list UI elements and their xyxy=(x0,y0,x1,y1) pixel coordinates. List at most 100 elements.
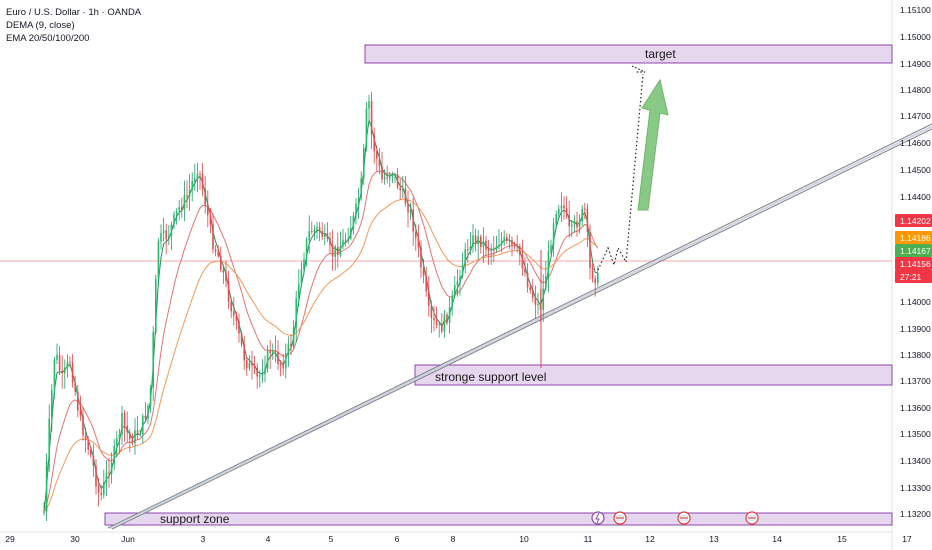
candle[interactable] xyxy=(529,284,531,294)
candle[interactable] xyxy=(217,245,219,259)
candle[interactable] xyxy=(503,230,505,246)
candle[interactable] xyxy=(558,204,560,218)
candle[interactable] xyxy=(43,502,45,516)
candle[interactable] xyxy=(308,215,310,254)
candle[interactable] xyxy=(456,269,459,297)
candle[interactable] xyxy=(259,370,261,388)
candle[interactable] xyxy=(186,180,188,208)
candle[interactable] xyxy=(287,336,290,367)
candle[interactable] xyxy=(326,222,329,242)
us-flag-event-icon[interactable] xyxy=(745,511,759,525)
candle[interactable] xyxy=(524,257,526,277)
candle[interactable] xyxy=(454,276,456,299)
candle[interactable] xyxy=(136,415,139,440)
candle[interactable] xyxy=(415,224,417,251)
candle[interactable] xyxy=(383,169,386,185)
candle[interactable] xyxy=(264,355,266,383)
candle[interactable] xyxy=(142,413,144,444)
candle[interactable] xyxy=(350,216,352,241)
candle[interactable] xyxy=(118,428,121,454)
candle[interactable] xyxy=(157,238,160,287)
candle[interactable] xyxy=(253,356,256,375)
candle[interactable] xyxy=(500,232,503,253)
candle[interactable] xyxy=(571,219,573,238)
candle[interactable] xyxy=(316,221,318,239)
candle[interactable] xyxy=(201,163,204,197)
candle[interactable] xyxy=(165,223,167,255)
candle[interactable] xyxy=(459,270,461,296)
candle[interactable] xyxy=(90,446,92,458)
candle[interactable] xyxy=(404,176,407,207)
candle[interactable] xyxy=(329,232,331,254)
candle[interactable] xyxy=(292,320,295,350)
candle[interactable] xyxy=(139,429,141,438)
candle[interactable] xyxy=(48,404,50,472)
candle[interactable] xyxy=(235,311,238,330)
candle[interactable] xyxy=(581,205,583,226)
candle[interactable] xyxy=(251,350,253,380)
candle[interactable] xyxy=(272,343,274,360)
candle[interactable] xyxy=(79,395,82,421)
candle[interactable] xyxy=(64,359,66,389)
candle[interactable] xyxy=(477,230,479,260)
price-axis[interactable]: 1.15100 1.15000 1.14900 1.14800 1.14700 1.146… xyxy=(900,5,931,519)
candle[interactable] xyxy=(402,175,404,199)
candle[interactable] xyxy=(357,188,360,219)
candle[interactable] xyxy=(521,239,524,276)
candle[interactable] xyxy=(513,241,516,250)
candle[interactable] xyxy=(110,452,113,484)
candle[interactable] xyxy=(74,375,76,397)
candle[interactable] xyxy=(412,197,414,246)
candle[interactable] xyxy=(519,243,521,266)
candle[interactable] xyxy=(77,384,79,418)
candle[interactable] xyxy=(482,227,485,263)
candle[interactable] xyxy=(212,213,214,254)
candle[interactable] xyxy=(428,275,430,317)
lightning-event-icon[interactable] xyxy=(591,511,605,525)
candle[interactable] xyxy=(285,343,287,379)
candle[interactable] xyxy=(433,305,435,332)
candle[interactable] xyxy=(396,167,399,190)
candle[interactable] xyxy=(194,163,196,191)
candle[interactable] xyxy=(243,336,245,371)
candle[interactable] xyxy=(181,197,183,218)
candle[interactable] xyxy=(282,353,284,376)
candle[interactable] xyxy=(386,165,388,184)
candle[interactable] xyxy=(586,203,589,248)
candle[interactable] xyxy=(394,172,396,183)
candle[interactable] xyxy=(355,198,357,225)
indicator-dema[interactable]: DEMA (9, close) xyxy=(6,20,75,31)
candle[interactable] xyxy=(170,221,173,251)
candle[interactable] xyxy=(105,460,108,497)
candle[interactable] xyxy=(61,355,63,389)
candle[interactable] xyxy=(207,190,209,228)
candle[interactable] xyxy=(565,196,568,219)
candle[interactable] xyxy=(464,242,466,274)
candle[interactable] xyxy=(409,202,412,220)
candle[interactable] xyxy=(511,236,513,257)
candle[interactable] xyxy=(334,244,336,271)
candle[interactable] xyxy=(311,221,313,235)
candle[interactable] xyxy=(144,401,147,423)
candle[interactable] xyxy=(417,224,420,258)
candle[interactable] xyxy=(113,439,115,471)
candle[interactable] xyxy=(381,152,383,183)
candle[interactable] xyxy=(537,292,539,315)
candle[interactable] xyxy=(97,478,100,507)
candle[interactable] xyxy=(269,339,271,369)
candle[interactable] xyxy=(578,214,581,234)
candle[interactable] xyxy=(134,418,136,455)
candle[interactable] xyxy=(173,211,175,230)
candle[interactable] xyxy=(568,201,570,238)
candle[interactable] xyxy=(123,409,126,442)
candle[interactable] xyxy=(71,354,74,388)
candle[interactable] xyxy=(534,285,537,320)
candle[interactable] xyxy=(560,192,563,222)
candle[interactable] xyxy=(178,200,180,221)
candle[interactable] xyxy=(305,237,308,267)
candle[interactable] xyxy=(129,428,131,453)
candle[interactable] xyxy=(126,411,128,443)
candle[interactable] xyxy=(441,312,443,334)
us-flag-event-icon[interactable] xyxy=(613,511,627,525)
candle[interactable] xyxy=(66,354,69,378)
